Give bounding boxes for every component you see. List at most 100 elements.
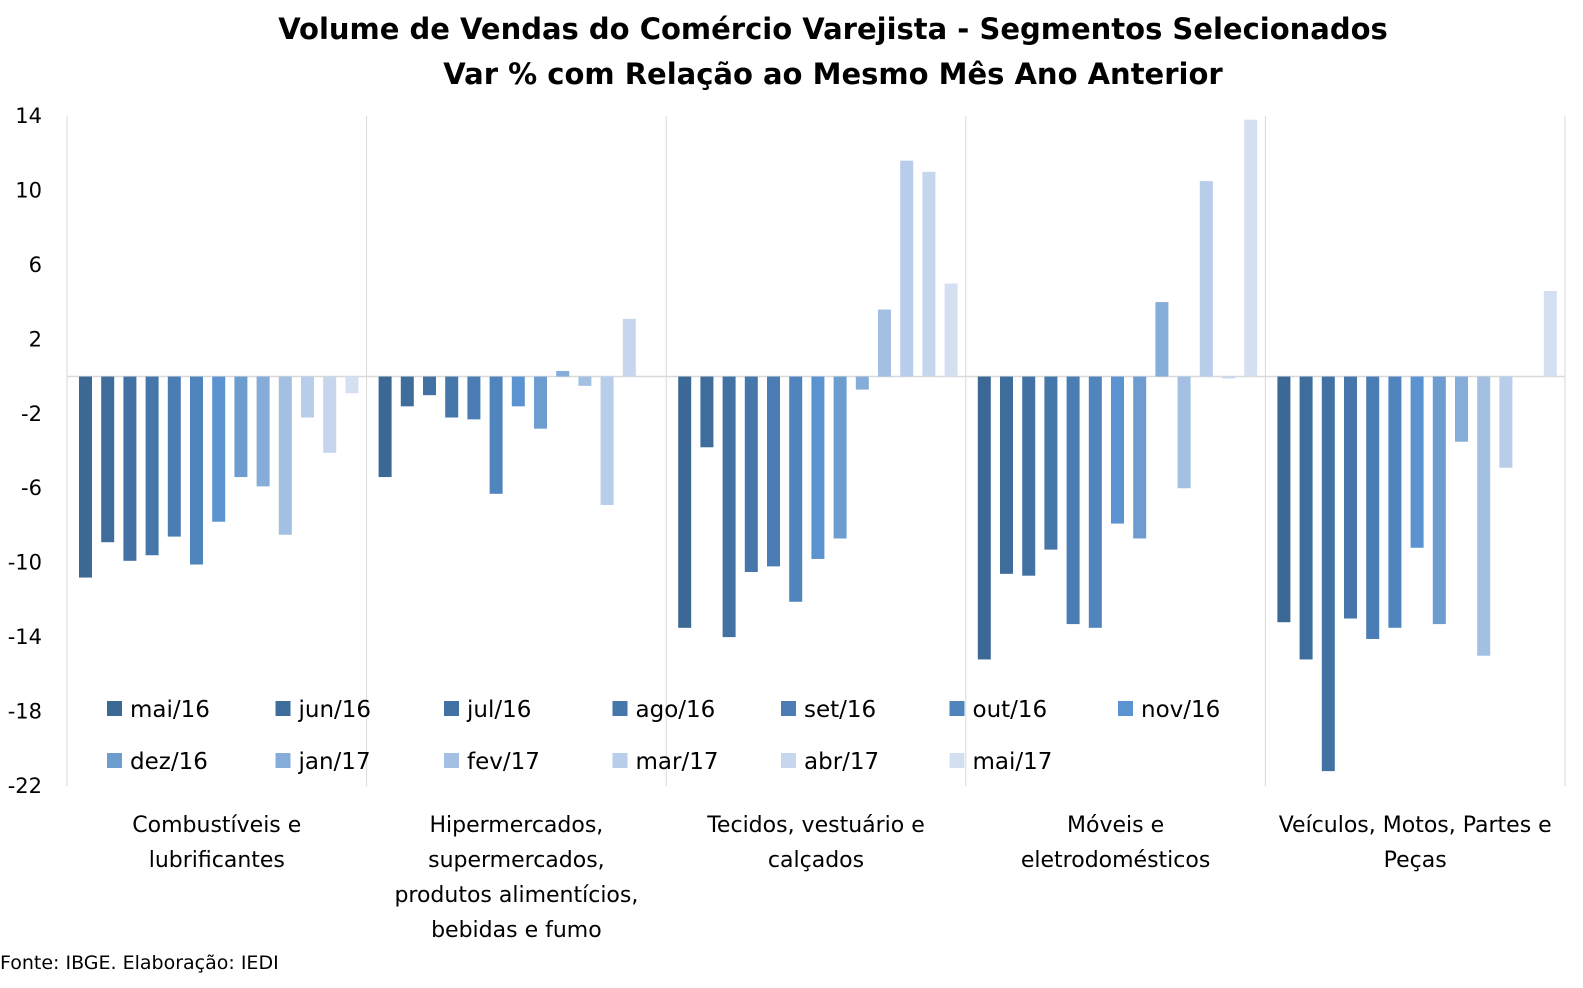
bar <box>900 160 914 377</box>
category-label: Tecidos, vestuário e <box>706 813 925 838</box>
bar <box>700 376 714 448</box>
bar <box>1133 376 1147 539</box>
bar <box>400 376 414 407</box>
bar <box>744 376 758 572</box>
bar <box>1000 376 1013 574</box>
chart-subtitle: Var % com Relação ao Mesmo Mês Ano Anter… <box>443 57 1223 91</box>
bar <box>578 376 592 386</box>
bar <box>167 376 181 537</box>
bar <box>1321 376 1335 772</box>
legend-swatch <box>612 753 628 768</box>
legend: mai/16 jun/16 jul/16 ago/16 set/16 out/16 nov/… <box>107 697 1220 775</box>
bar <box>1410 376 1424 548</box>
category-label: Veículos, Motos, Partes e <box>1279 813 1552 838</box>
y-axis-ticks: 14 10 6 2 -2 -6 -10 -14 -18 -22 <box>8 104 42 798</box>
bar <box>1155 302 1169 377</box>
bar <box>1366 376 1380 639</box>
bar <box>378 376 392 478</box>
bar <box>123 376 137 561</box>
bar <box>1044 376 1058 550</box>
group-separators <box>66 116 1566 786</box>
bar <box>1499 376 1513 468</box>
bar <box>489 376 503 494</box>
bar <box>301 376 314 418</box>
bar <box>323 376 337 453</box>
bar <box>190 376 203 565</box>
category-label: supermercados, <box>428 848 605 873</box>
legend-label: mai/16 <box>130 697 210 723</box>
bar <box>345 376 359 394</box>
bar <box>1344 376 1357 619</box>
bar <box>1222 376 1235 379</box>
bar <box>1543 290 1557 377</box>
category-label: Peças <box>1384 848 1447 873</box>
legend-label: nov/16 <box>1141 697 1220 723</box>
legend-label: set/16 <box>804 697 876 723</box>
bar <box>556 370 570 377</box>
legend-label: mar/17 <box>636 749 719 775</box>
legend-swatch <box>781 701 796 716</box>
bar <box>1111 376 1124 524</box>
bar <box>811 376 825 559</box>
y-tick-label: 2 <box>29 327 42 351</box>
bar <box>445 376 459 418</box>
bar <box>1388 376 1402 628</box>
bar <box>1244 119 1258 377</box>
legend-label: jan/17 <box>298 749 371 775</box>
bar <box>423 376 436 396</box>
bars <box>79 119 1557 772</box>
chart-title: Volume de Vendas do Comércio Varejista -… <box>278 12 1388 46</box>
bar <box>1199 181 1213 377</box>
category-label: bebidas e fumo <box>431 918 602 943</box>
bar <box>1088 376 1102 628</box>
bar <box>855 376 869 390</box>
legend-label: fev/17 <box>467 749 540 775</box>
y-tick-label: -18 <box>8 700 42 724</box>
legend-label: abr/17 <box>804 749 879 775</box>
legend-label: out/16 <box>973 697 1048 723</box>
legend-swatch <box>949 753 965 768</box>
category-label: produtos alimentícios, <box>394 883 638 908</box>
bar <box>833 376 847 539</box>
legend-label: mai/17 <box>973 749 1053 775</box>
legend-swatch <box>444 701 459 716</box>
bar <box>511 376 525 407</box>
bar <box>534 376 547 429</box>
bar <box>1455 376 1468 442</box>
legend-swatch <box>949 701 965 716</box>
source-note: Fonte: IBGE. Elaboração: IEDI <box>0 952 279 974</box>
bar <box>878 309 891 377</box>
legend-label: jul/16 <box>466 697 531 723</box>
y-tick-label: -2 <box>21 402 42 426</box>
y-tick-label: -6 <box>21 476 42 500</box>
y-tick-label: 10 <box>15 178 42 202</box>
bar <box>1299 376 1313 660</box>
bar <box>1177 376 1191 489</box>
legend-swatch <box>107 753 122 768</box>
bar <box>1477 376 1491 656</box>
category-labels: Combustíveis e lubrificantes Hipermercados… <box>132 813 1551 943</box>
bar <box>977 376 991 660</box>
legend-label: jun/16 <box>298 697 372 723</box>
legend-swatch <box>444 753 459 768</box>
legend-label: ago/16 <box>636 697 716 723</box>
bar <box>212 376 226 522</box>
bar <box>1277 376 1291 623</box>
bar <box>600 376 614 505</box>
bar <box>234 376 248 478</box>
category-label: Combustíveis e <box>132 813 301 838</box>
legend-swatch <box>612 701 628 716</box>
legend-swatch <box>275 701 291 716</box>
bar <box>944 283 958 377</box>
bar <box>789 376 803 602</box>
bar <box>1432 376 1446 625</box>
y-tick-label: 14 <box>15 104 42 128</box>
bar <box>678 376 692 628</box>
legend-swatch <box>275 753 291 768</box>
bar <box>79 376 92 578</box>
y-tick-label: 6 <box>29 253 42 277</box>
y-tick-label: -22 <box>8 774 42 798</box>
bar <box>467 376 481 420</box>
bar <box>922 171 936 377</box>
